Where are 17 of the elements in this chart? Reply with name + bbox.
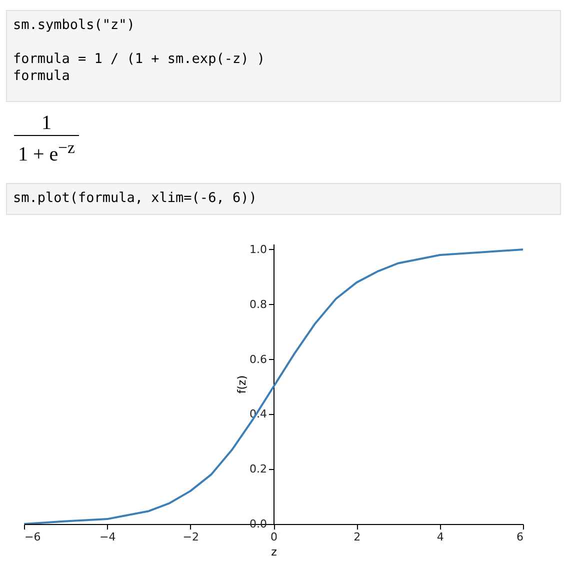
- x-tick-label: 0: [270, 530, 278, 544]
- x-tick-label: −2: [182, 530, 199, 544]
- x-tick-label: −6: [24, 530, 41, 544]
- text: 1: [40, 112, 52, 135]
- y-axis-title: f(z): [236, 375, 249, 394]
- x-tick-label: 6: [516, 530, 524, 544]
- x-tick-label: 4: [436, 530, 444, 544]
- y-tick-label: 0.8: [250, 298, 267, 311]
- y-tick-label: 0.6: [250, 352, 267, 366]
- y-tick-label: 1.0: [250, 242, 267, 256]
- x-tick-label: 2: [354, 530, 361, 544]
- x-axis-title: z: [271, 546, 278, 558]
- x-tick-label: −4: [100, 530, 116, 544]
- text: sm.plot(formula, xlim=(-6, 6)): [6, 183, 561, 215]
- text: 1 + e$^{−z}$: [14, 135, 79, 167]
- y-tick-label: 0.2: [250, 462, 267, 476]
- text: sm.symbols("z") formula = 1 / (1 + sm.exp(-z) ) formula: [13, 17, 265, 84]
